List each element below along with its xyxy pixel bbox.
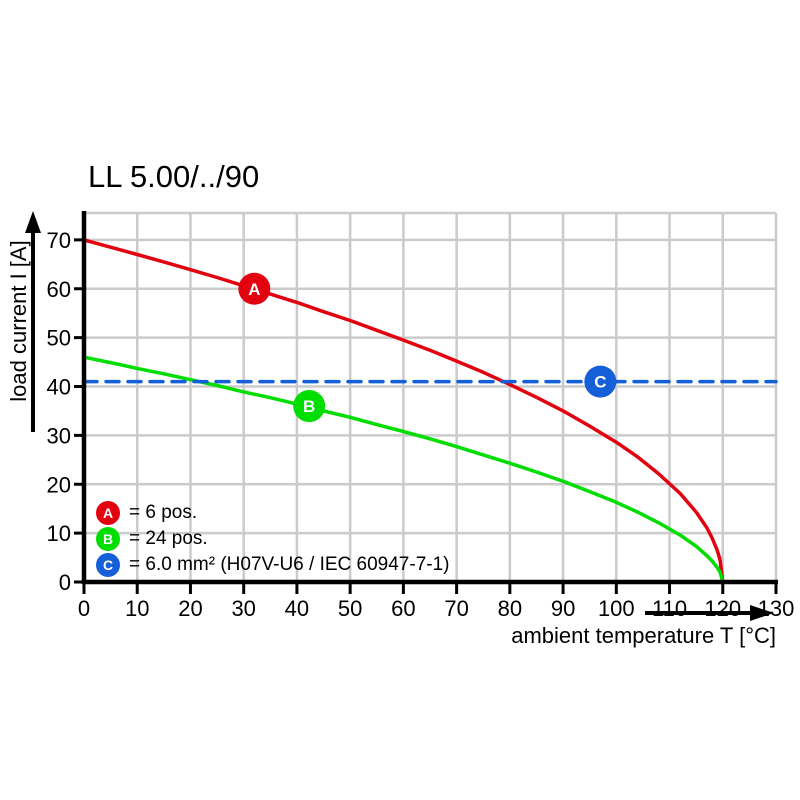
grid (84, 211, 778, 582)
series-a-curve (82, 238, 725, 584)
x-tick-label: 80 (498, 596, 522, 621)
x-axis-arrow-icon (645, 605, 774, 621)
legend-item-a-label: = 6 pos. (129, 502, 198, 523)
series-a-badge: A (96, 501, 120, 525)
axes: 0 10 20 30 40 50 60 70 80 90 100 110 120 130 0 10 20 30 40… (47, 211, 795, 621)
x-tick-label: 70 (444, 596, 468, 621)
y-tick-label: 70 (47, 228, 71, 253)
x-tick-label: 30 (231, 596, 255, 621)
y-tick-label: 20 (47, 472, 71, 497)
x-tick-label: 10 (125, 596, 149, 621)
y-tick-label: 50 (47, 326, 71, 351)
y-tick-label: 60 (47, 277, 71, 302)
legend-item-a: A = 6 pos. (96, 501, 450, 525)
marker-b-letter: B (303, 397, 315, 416)
marker-c-letter: C (594, 373, 606, 392)
legend-item-b: B = 24 pos. (96, 527, 450, 551)
marker-a (238, 272, 271, 305)
x-tick-label: 40 (285, 596, 309, 621)
series-b-badge: B (96, 527, 120, 551)
x-tick-label: 60 (391, 596, 415, 621)
marker-b (293, 390, 326, 423)
y-axis-label: load current I [A] (6, 240, 31, 401)
legend: A = 6 pos. B = 24 pos. C = 6.0 mm² (H07V… (96, 501, 450, 577)
y-tick-label: 10 (47, 521, 71, 546)
x-tick-label: 100 (598, 596, 635, 621)
marker-a-letter: A (248, 280, 260, 299)
y-tick-label: 0 (59, 570, 71, 595)
series-c-badge: C (96, 553, 120, 577)
x-axis-label: ambient temperature T [°C] (511, 623, 776, 648)
x-tick-label: 130 (758, 596, 795, 621)
legend-item-c: C = 6.0 mm² (H07V-U6 / IEC 60947-7-1) (96, 553, 450, 577)
legend-item-c-label: = 6.0 mm² (H07V-U6 / IEC 60947-7-1) (129, 554, 450, 575)
series-b-curve (82, 355, 725, 584)
x-tick-label: 90 (551, 596, 575, 621)
legend-item-b-label: = 24 pos. (129, 528, 208, 549)
x-tick-label: 110 (652, 596, 687, 621)
x-tick-label: 20 (178, 596, 202, 621)
chart-title: LL 5.00/../90 (88, 159, 259, 194)
y-axis-arrow-icon (25, 211, 41, 432)
x-tick-label: 50 (338, 596, 362, 621)
curve-markers: A B C (238, 272, 617, 423)
curves (82, 238, 778, 584)
y-tick-label: 30 (47, 423, 71, 448)
marker-c (584, 365, 617, 398)
y-tick-label: 40 (47, 375, 71, 400)
x-tick-label: 120 (704, 596, 741, 621)
x-tick-label: 0 (78, 596, 90, 621)
